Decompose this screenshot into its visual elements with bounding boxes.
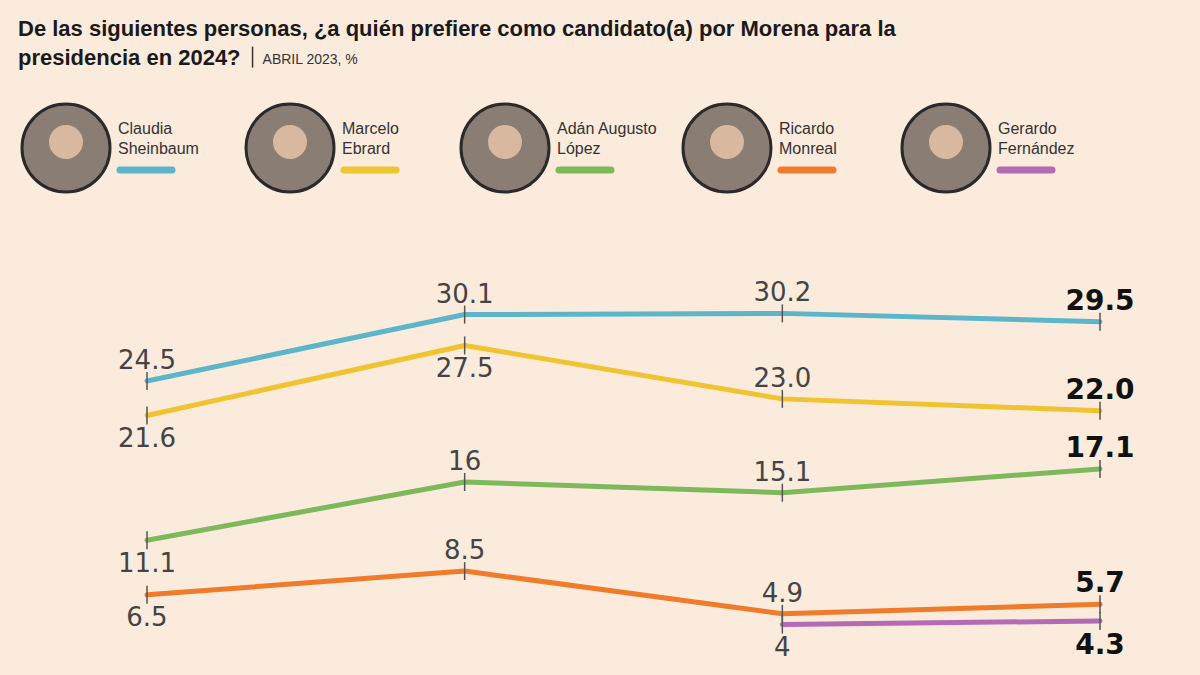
data-label: 4.9 <box>762 578 803 608</box>
point-marker <box>146 531 148 549</box>
legend-item: RicardoMonreal <box>683 104 837 192</box>
data-label: 27.5 <box>436 353 494 383</box>
legend-swatch <box>1000 167 1052 174</box>
separator <box>252 47 254 68</box>
point-marker <box>782 616 784 634</box>
legend-item: ClaudiaSheinbaum <box>22 104 199 192</box>
title: De las siguientes personas, ¿a quién pre… <box>18 16 897 70</box>
data-labels: 24.5 30.1 30.2 29.5 21.6 27.5 23.0 22.0 11.1 16 15… <box>118 277 1134 662</box>
data-label: 23.0 <box>753 363 811 393</box>
legend-swatch <box>120 167 172 174</box>
point-marker <box>146 586 148 604</box>
portrait <box>461 104 549 192</box>
data-label: 29.5 <box>1065 284 1134 317</box>
portrait <box>246 104 334 192</box>
legend-label: MarceloEbrard <box>342 120 399 157</box>
legend-item: Adán AugustoLópez <box>461 104 657 192</box>
point-marker <box>464 336 466 354</box>
legend-label: Adán AugustoLópez <box>557 120 657 157</box>
legend-item: MarceloEbrard <box>246 104 399 192</box>
legend-item: GerardoFernández <box>902 104 1075 192</box>
legend-swatch <box>781 167 833 174</box>
data-label: 24.5 <box>118 345 176 375</box>
series-line <box>147 571 1100 614</box>
portrait-face <box>273 125 307 159</box>
data-label: 4 <box>774 632 791 662</box>
data-label: 8.5 <box>444 535 485 565</box>
portrait <box>902 104 990 192</box>
series-line <box>147 345 1100 415</box>
series-line <box>147 469 1100 540</box>
data-label: 4.3 <box>1075 628 1125 661</box>
subtitle: ABRIL 2023, % <box>263 51 358 67</box>
legend-label: GerardoFernández <box>998 120 1075 157</box>
portrait-face <box>49 125 83 159</box>
data-label: 11.1 <box>118 548 176 578</box>
portrait <box>22 104 110 192</box>
series-line <box>782 621 1100 625</box>
portrait-face <box>929 125 963 159</box>
data-label: 17.1 <box>1065 431 1134 464</box>
point-marker <box>146 407 148 425</box>
chart: De las siguientes personas, ¿a quién pre… <box>0 0 1200 675</box>
legend-label: ClaudiaSheinbaum <box>118 120 199 157</box>
plot-area <box>147 304 1100 633</box>
data-label: 6.5 <box>126 602 167 632</box>
data-label: 5.7 <box>1075 566 1125 599</box>
data-label: 16 <box>448 446 481 476</box>
data-label: 30.1 <box>436 279 494 309</box>
data-label: 21.6 <box>118 423 176 453</box>
legend-label: RicardoMonreal <box>779 120 837 157</box>
data-label: 22.0 <box>1065 373 1134 406</box>
portrait <box>683 104 771 192</box>
legend: ClaudiaSheinbaum MarceloEbrard Adán August… <box>22 104 1075 192</box>
portrait-face <box>710 125 744 159</box>
data-label: 15.1 <box>753 457 811 487</box>
legend-swatch <box>559 167 611 174</box>
legend-swatch <box>344 167 396 174</box>
portrait-face <box>488 125 522 159</box>
data-label: 30.2 <box>753 277 811 307</box>
